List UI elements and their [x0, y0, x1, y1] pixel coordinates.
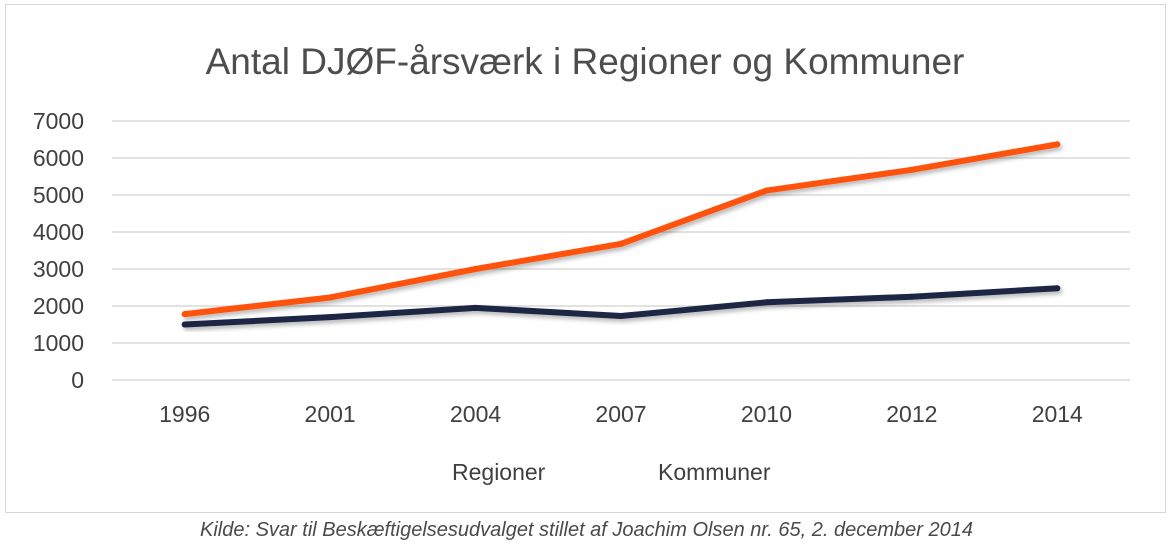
- data-point-regioner: [1054, 285, 1061, 292]
- series-lines: [181, 141, 1061, 328]
- data-point-kommuner: [1054, 141, 1061, 148]
- gridlines: [112, 120, 1130, 381]
- data-point-regioner: [908, 293, 915, 300]
- legend-label-kommuner: Kommuner: [658, 459, 771, 485]
- line-chart: Antal DJØF-årsværk i Regioner og Kommune…: [33, 41, 1130, 485]
- y-axis-ticks: 0 1000 2000 3000 4000 5000 6000 7000: [33, 108, 84, 393]
- data-point-regioner: [763, 299, 770, 306]
- legend: Regioner Kommuner: [385, 459, 771, 485]
- x-tick-label: 2004: [450, 401, 501, 427]
- x-tick-label: 2007: [595, 401, 646, 427]
- x-tick-label: 2012: [886, 401, 937, 427]
- y-tick-label: 6000: [33, 145, 84, 171]
- x-axis-ticks: 1996 2001 2004 2007 2010 2012 2014: [159, 401, 1083, 427]
- y-tick-label: 7000: [33, 108, 84, 134]
- chart-frame: [5, 4, 1166, 513]
- y-tick-label: 5000: [33, 182, 84, 208]
- data-point-kommuner: [908, 166, 915, 173]
- data-point-regioner: [327, 314, 334, 321]
- x-tick-label: 2010: [741, 401, 792, 427]
- data-point-kommuner: [181, 311, 188, 318]
- y-tick-label: 3000: [33, 256, 84, 282]
- source-caption: Kilde: Svar til Beskæftigelsesudvalget s…: [200, 519, 973, 541]
- series-line-kommuner: [181, 141, 1061, 318]
- data-point-kommuner: [327, 294, 334, 301]
- data-point-kommuner: [763, 187, 770, 194]
- x-tick-label: 1996: [159, 401, 210, 427]
- x-tick-label: 2001: [305, 401, 356, 427]
- data-point-kommuner: [618, 240, 624, 247]
- y-tick-label: 1000: [33, 330, 84, 356]
- data-point-kommuner: [472, 266, 479, 272]
- y-tick-label: 4000: [33, 219, 84, 245]
- data-point-regioner: [181, 321, 188, 328]
- y-tick-label: 0: [71, 367, 84, 393]
- x-tick-label: 2014: [1032, 401, 1083, 427]
- chart-title: Antal DJØF-årsværk i Regioner og Kommune…: [206, 41, 965, 82]
- data-point-regioner: [618, 312, 624, 319]
- legend-label-regioner: Regioner: [452, 459, 546, 485]
- data-point-regioner: [472, 304, 479, 311]
- y-tick-label: 2000: [33, 293, 84, 319]
